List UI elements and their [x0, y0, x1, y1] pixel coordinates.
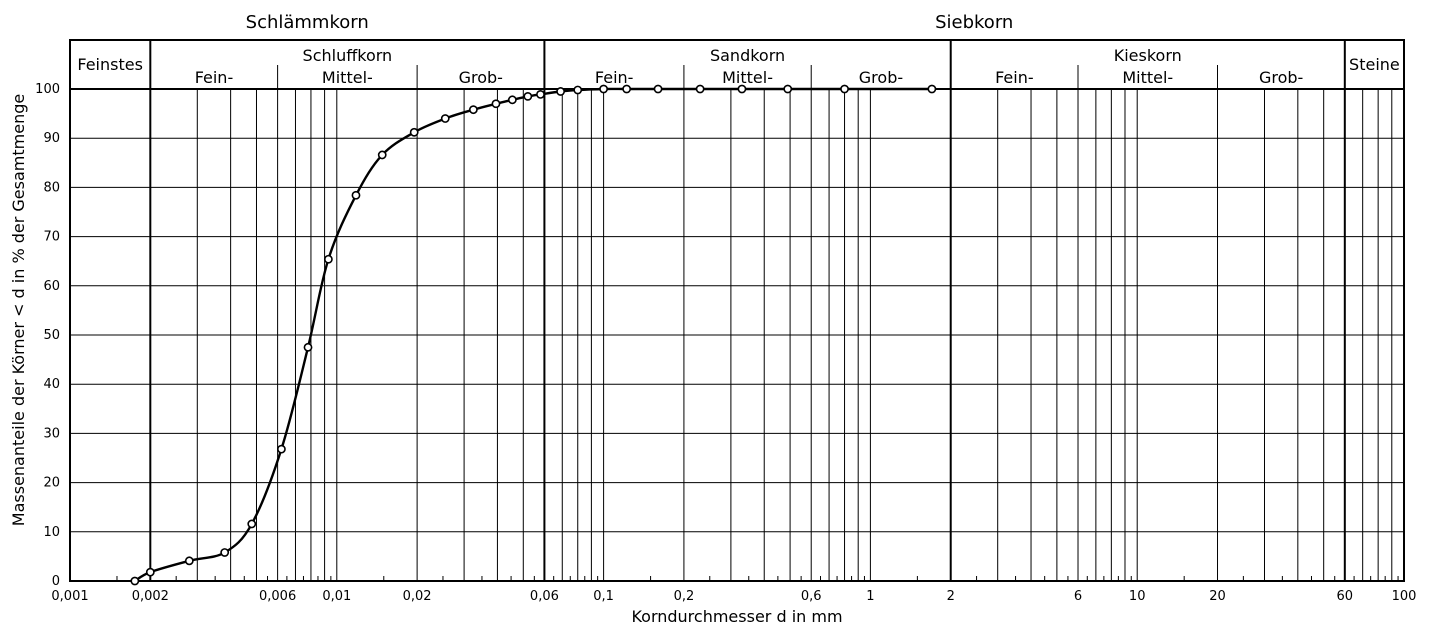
axis-labels-layer: 0 10 20 30 40 50 60 70 80 90 100 0,001 0,002 0,006 0,0…: [35, 82, 1416, 604]
data-point: [653, 84, 663, 94]
data-point: [507, 95, 517, 105]
series-layer: [130, 84, 937, 586]
y-tick-label: 90: [43, 131, 60, 146]
class-label: Feinstes: [77, 55, 143, 74]
y-tick-label: 70: [43, 230, 60, 245]
chart-frame: [69, 39, 1405, 582]
data-point: [377, 150, 387, 160]
subclass-label: Fein-: [195, 68, 234, 87]
class-label: Sandkorn: [710, 46, 785, 65]
data-point: [184, 556, 194, 566]
y-tick-label: 20: [43, 476, 60, 491]
data-point: [536, 90, 545, 99]
y-tick-label: 30: [43, 426, 60, 441]
subclass-label: Fein-: [995, 68, 1034, 87]
data-point: [145, 567, 155, 577]
data-point: [737, 84, 747, 94]
subclass-label: Mittel-: [1122, 68, 1173, 87]
data-point: [277, 444, 286, 454]
x-tick-label: 0,001: [51, 589, 88, 604]
y-tick-label: 10: [43, 525, 60, 540]
x-tick-label: 0,06: [530, 589, 559, 604]
class-label: Kieskorn: [1114, 46, 1182, 65]
y-axis-title: Massenanteile der Körner < d in % der Ge…: [9, 94, 28, 526]
frame-layer: [69, 39, 1405, 582]
data-point: [573, 85, 583, 95]
subclass-label: Grob-: [459, 68, 503, 87]
data-point: [622, 84, 632, 94]
x-tick-label: 0,002: [132, 589, 169, 604]
class-label: Steine: [1349, 55, 1400, 74]
data-point: [523, 91, 533, 101]
y-tick-label: 40: [43, 377, 60, 392]
subclass-label: Grob-: [1259, 68, 1303, 87]
x-tick-label: 10: [1129, 589, 1146, 604]
data-point: [220, 548, 230, 557]
data-point: [556, 87, 566, 96]
data-point: [695, 84, 705, 94]
y-tick-label: 100: [35, 82, 60, 97]
data-point: [409, 127, 419, 137]
x-tick-label: 0,01: [322, 589, 351, 604]
data-point: [247, 519, 257, 529]
y-tick-label: 60: [43, 279, 60, 294]
y-tick-label: 0: [52, 574, 60, 589]
data-point: [840, 84, 849, 94]
x-tick-label: 60: [1337, 589, 1354, 604]
x-tick-label: 6: [1074, 589, 1082, 604]
top-group-label: Siebkorn: [935, 12, 1013, 33]
data-point: [491, 99, 501, 109]
data-point: [599, 84, 608, 94]
subclass-label: Mittel-: [322, 68, 373, 87]
grid-layer: [70, 88, 1404, 581]
x-tick-label: 1: [866, 589, 874, 604]
x-tick-label: 20: [1209, 589, 1226, 604]
x-tick-label: 0,02: [403, 589, 432, 604]
subclass-label: Mittel-: [722, 68, 773, 87]
subclass-label: Fein-: [595, 68, 634, 87]
y-tick-label: 50: [43, 328, 60, 343]
x-tick-label: 100: [1392, 589, 1417, 604]
data-point: [440, 114, 450, 123]
subclass-label: Grob-: [859, 68, 903, 87]
data-point: [783, 84, 793, 94]
classification-header-layer: Schlämmkorn Siebkorn Feinstes Schluffkorn Sa…: [77, 12, 1399, 87]
x-tick-label: 2: [947, 589, 955, 604]
data-point: [323, 254, 333, 264]
x-axis-title: Korndurchmesser d in mm: [631, 607, 842, 626]
data-point: [303, 342, 313, 352]
data-point: [351, 190, 361, 200]
top-group-label: Schlämmkorn: [246, 12, 369, 33]
data-point: [468, 105, 478, 115]
x-tick-label: 0,6: [801, 589, 822, 604]
y-tick-label: 80: [43, 180, 60, 195]
data-point: [130, 576, 140, 586]
data-point: [927, 84, 937, 94]
x-tick-label: 0,006: [259, 589, 296, 604]
x-tick-label: 0,1: [593, 589, 614, 604]
class-label: Schluffkorn: [303, 46, 393, 65]
x-tick-label: 0,2: [674, 589, 695, 604]
